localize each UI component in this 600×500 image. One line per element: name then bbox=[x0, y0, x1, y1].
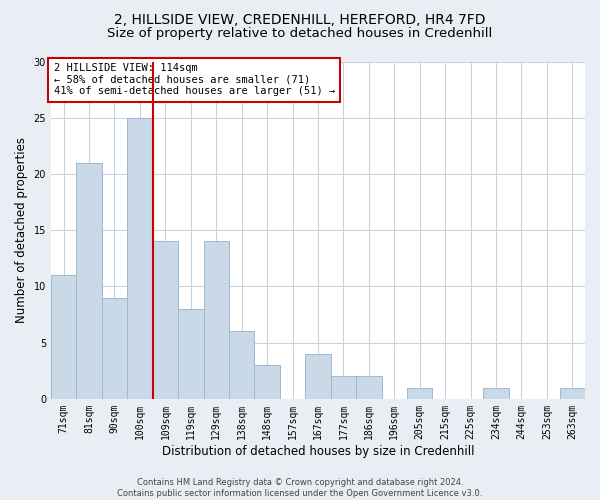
Text: 2 HILLSIDE VIEW: 114sqm
← 58% of detached houses are smaller (71)
41% of semi-de: 2 HILLSIDE VIEW: 114sqm ← 58% of detache… bbox=[53, 63, 335, 96]
Bar bbox=[305, 354, 331, 399]
Bar bbox=[102, 298, 127, 399]
Bar bbox=[152, 242, 178, 399]
Bar bbox=[407, 388, 433, 399]
Bar bbox=[203, 242, 229, 399]
Bar bbox=[76, 162, 102, 399]
Bar bbox=[51, 275, 76, 399]
Bar bbox=[229, 332, 254, 399]
Y-axis label: Number of detached properties: Number of detached properties bbox=[15, 137, 28, 323]
Text: Contains HM Land Registry data © Crown copyright and database right 2024.
Contai: Contains HM Land Registry data © Crown c… bbox=[118, 478, 482, 498]
Bar bbox=[483, 388, 509, 399]
Bar bbox=[178, 309, 203, 399]
Bar bbox=[356, 376, 382, 399]
Text: 2, HILLSIDE VIEW, CREDENHILL, HEREFORD, HR4 7FD: 2, HILLSIDE VIEW, CREDENHILL, HEREFORD, … bbox=[114, 12, 486, 26]
Bar bbox=[331, 376, 356, 399]
Text: Size of property relative to detached houses in Credenhill: Size of property relative to detached ho… bbox=[107, 28, 493, 40]
Bar bbox=[560, 388, 585, 399]
Bar bbox=[254, 365, 280, 399]
Bar bbox=[127, 118, 152, 399]
X-axis label: Distribution of detached houses by size in Credenhill: Distribution of detached houses by size … bbox=[162, 444, 474, 458]
